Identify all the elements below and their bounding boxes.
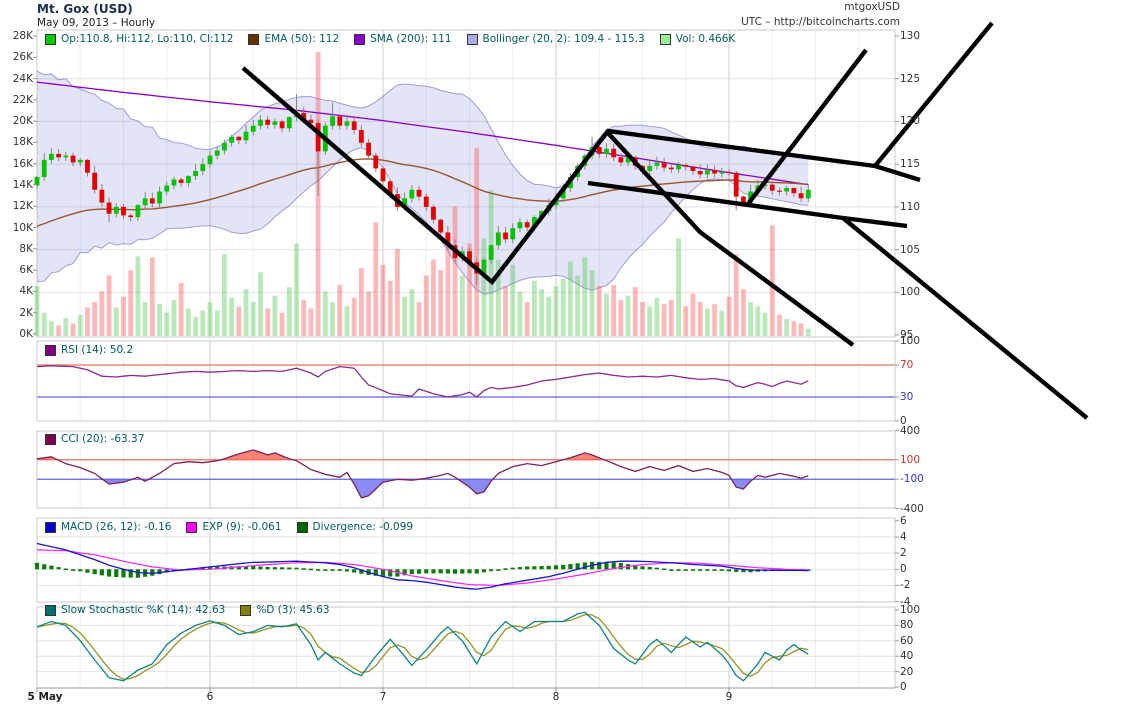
tick-label: -400: [900, 502, 924, 515]
legend-label: Bollinger (20, 2): 109.4 - 115.3: [482, 33, 645, 45]
legend-item-ohlc: Op:110.8, Hi:112, Lo:110, Cl:112: [45, 33, 233, 45]
legend-label: RSI (14): 50.2: [61, 344, 134, 356]
tick-label: 22K: [12, 93, 33, 106]
tick-label: 70: [900, 359, 914, 371]
tick-label: 30: [900, 391, 914, 403]
tick-label: 20: [900, 665, 914, 678]
tick-label: 100: [900, 335, 921, 347]
legend-label: EMA (50): 112: [264, 33, 340, 45]
legend-item-macd: MACD (26, 12): -0.16: [45, 521, 171, 533]
tick-label: 100: [900, 286, 921, 299]
x-axis-label: 8: [552, 691, 560, 703]
legend-label: EXP (9): -0.061: [202, 521, 282, 533]
legend-item-rsi: RSI (14): 50.2: [45, 344, 133, 356]
legend-item-ema: EMA (50): 112: [248, 33, 339, 45]
tick-label: 80: [900, 619, 914, 632]
tick-label: 120: [900, 115, 921, 128]
legend-item-divergence: Divergence: -0.099: [296, 521, 414, 533]
x-axis-label: 9: [725, 691, 733, 703]
x-axis-label: 6: [206, 691, 214, 703]
tick-label: 2K: [19, 306, 33, 319]
tick-label: 6K: [19, 264, 33, 277]
legend-item-stoch-d: %D (3): 45.63: [240, 604, 330, 616]
legend-label: Op:110.8, Hi:112, Lo:110, Cl:112: [61, 33, 234, 45]
stoch-k-swatch-icon: [45, 604, 56, 616]
bollinger-swatch-icon: [466, 33, 478, 45]
volume-swatch-icon: [659, 33, 671, 45]
tick-label: 100: [900, 604, 921, 616]
legend-label: Vol: 0.466K: [675, 33, 736, 45]
tick-label: 105: [900, 243, 921, 256]
legend-cci: CCI (20): -63.37: [45, 433, 144, 445]
stoch-d-swatch-icon: [240, 604, 252, 616]
legend-stoch: Slow Stochastic %K (14): 42.63 %D (3): 4…: [45, 604, 330, 616]
tick-label: -4: [900, 595, 911, 608]
legend-item-exp: EXP (9): -0.061: [186, 521, 282, 533]
legend-macd: MACD (26, 12): -0.16 EXP (9): -0.061 Div…: [45, 521, 413, 533]
tick-label: 0: [900, 415, 907, 427]
legend-item-cci: CCI (20): -63.37: [45, 433, 144, 445]
tick-label: 0: [900, 681, 907, 693]
tick-label: 6: [900, 514, 907, 527]
symbol-label: mtgoxUSD: [844, 1, 900, 13]
tick-label: 14K: [12, 178, 33, 191]
tick-label: 0K: [19, 328, 33, 340]
tick-label: 4: [900, 531, 907, 544]
rsi-swatch-icon: [45, 344, 56, 356]
legend-item-stoch-k: Slow Stochastic %K (14): 42.63: [45, 604, 225, 616]
legend-rsi: RSI (14): 50.2: [45, 344, 133, 356]
tick-label: 0: [900, 563, 907, 576]
legend-label: Slow Stochastic %K (14): 42.63: [61, 604, 226, 616]
legend-item-volume: Vol: 0.466K: [659, 33, 736, 45]
macd-swatch-icon: [45, 521, 56, 533]
tick-label: 100: [900, 453, 921, 466]
tick-label: 20K: [12, 115, 33, 128]
tick-label: 16K: [12, 157, 33, 170]
legend-main: Op:110.8, Hi:112, Lo:110, Cl:112 EMA (50…: [45, 33, 735, 45]
x-axis-label: 7: [379, 691, 387, 703]
cci-swatch-icon: [45, 433, 56, 445]
tick-label: 400: [900, 424, 921, 437]
date-line: May 09, 2013 – Hourly: [37, 17, 156, 29]
ohlc-swatch-icon: [45, 33, 56, 45]
legend-label: Divergence: -0.099: [312, 521, 414, 533]
divergence-swatch-icon: [296, 521, 308, 533]
tick-label: 60: [900, 634, 914, 647]
exp-swatch-icon: [186, 521, 198, 533]
legend-item-bollinger: Bollinger (20, 2): 109.4 - 115.3: [466, 33, 645, 45]
legend-label: %D (3): 45.63: [256, 604, 330, 616]
sma-swatch-icon: [354, 33, 366, 45]
legend-label: SMA (200): 111: [370, 33, 452, 45]
tick-label: 130: [900, 30, 921, 42]
tick-label: 115: [900, 158, 921, 171]
tick-label: 2: [900, 547, 907, 560]
tick-label: -100: [900, 473, 924, 486]
x-axis-label: 5 May: [27, 691, 63, 703]
tick-label: 125: [900, 72, 921, 85]
legend-label: CCI (20): -63.37: [61, 433, 145, 445]
tick-label: 26K: [12, 51, 33, 64]
legend-item-sma: SMA (200): 111: [354, 33, 452, 45]
tick-label: 4K: [19, 285, 33, 298]
tick-label: 8K: [19, 242, 33, 255]
tick-label: 18K: [12, 136, 33, 149]
tick-label: 10K: [12, 221, 33, 234]
legend-label: MACD (26, 12): -0.16: [61, 521, 172, 533]
tick-label: 12K: [12, 200, 33, 213]
tick-label: 24K: [12, 72, 33, 85]
ema-swatch-icon: [248, 33, 260, 45]
source-label: UTC – http://bitcoincharts.com: [741, 16, 900, 28]
page-title: Mt. Gox (USD): [37, 2, 133, 16]
tick-label: -2: [900, 579, 911, 592]
tick-label: 110: [900, 200, 921, 213]
tick-label: 40: [900, 650, 914, 663]
tick-label: 28K: [12, 29, 33, 42]
